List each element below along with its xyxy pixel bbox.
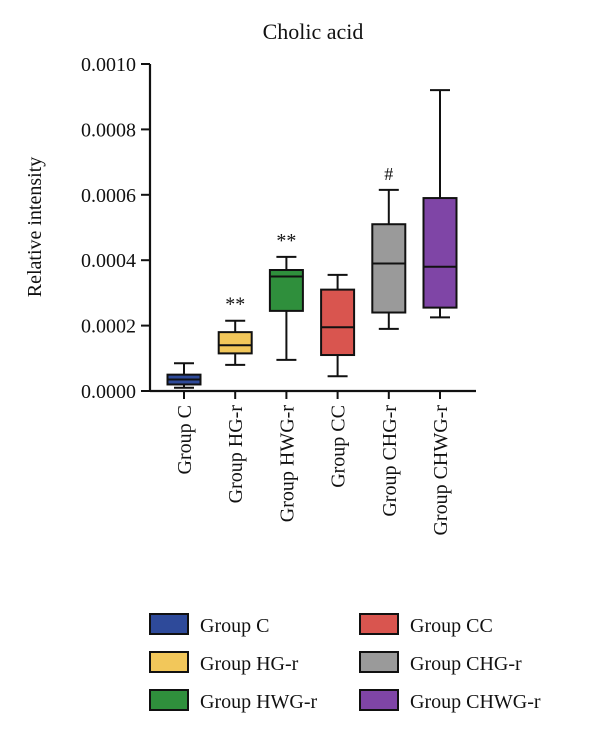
x-tick-label: Group CHG-r [379,405,401,517]
legend-label: Group CC [410,615,493,637]
legend: Group C Group CC Group HG-r Group CHG-r Grou… [149,613,541,713]
x-tick-label: Group C [174,405,196,474]
legend-swatch [359,651,399,673]
legend-label: Group HWG-r [200,691,318,713]
x-tick-label: Group HWG-r [276,405,298,523]
box-3: ** [268,230,304,361]
y-tick-label: 0.0000 [81,381,136,403]
significance-label: ** [225,294,245,316]
y-tick-label: 0.0008 [81,119,136,141]
y-axis: 0.0000 0.0002 0.0004 0.0006 0.0008 0.0010 [81,54,152,403]
legend-swatch [149,613,189,635]
significance-label: # [384,164,393,184]
legend-item: Group CHG-r [359,651,522,675]
legend-label: Group HG-r [200,653,299,675]
x-axis [150,389,476,399]
legend-swatch [359,689,399,711]
y-tick-label: 0.0002 [81,316,136,338]
boxes-layer: ** ** # [166,89,458,389]
y-tick-label: 0.0010 [81,54,136,76]
chart-title: Cholic acid [263,19,364,44]
significance-label: ** [276,230,296,252]
x-tick-label: Group HG-r [225,405,247,504]
box-body [320,288,356,357]
box-5: # [371,164,407,330]
box-body [217,331,253,355]
box-4 [320,273,356,378]
y-axis-label: Relative intensity [24,157,46,298]
legend-item: Group HG-r [149,651,299,675]
legend-item: Group CHWG-r [359,689,541,713]
box-1 [166,362,202,389]
legend-swatch [359,613,399,635]
box-body [422,197,458,309]
legend-item: Group C [149,613,269,637]
legend-swatch [149,689,189,711]
x-tick-label: Group CC [328,405,350,488]
legend-item: Group CC [359,613,493,637]
x-tick-labels: Group C Group HG-r Group HWG-r Group CC Grou… [174,405,452,536]
box-6 [422,89,458,319]
legend-item: Group HWG-r [149,689,318,713]
x-tick-label: Group CHWG-r [430,405,452,536]
legend-label: Group CHG-r [410,653,522,675]
y-tick-label: 0.0006 [81,185,136,207]
legend-swatch [149,651,189,673]
y-tick-label: 0.0004 [81,250,136,272]
box-2: ** [217,294,253,366]
legend-label: Group C [200,615,269,637]
box-body [371,223,407,314]
legend-label: Group CHWG-r [410,691,541,713]
